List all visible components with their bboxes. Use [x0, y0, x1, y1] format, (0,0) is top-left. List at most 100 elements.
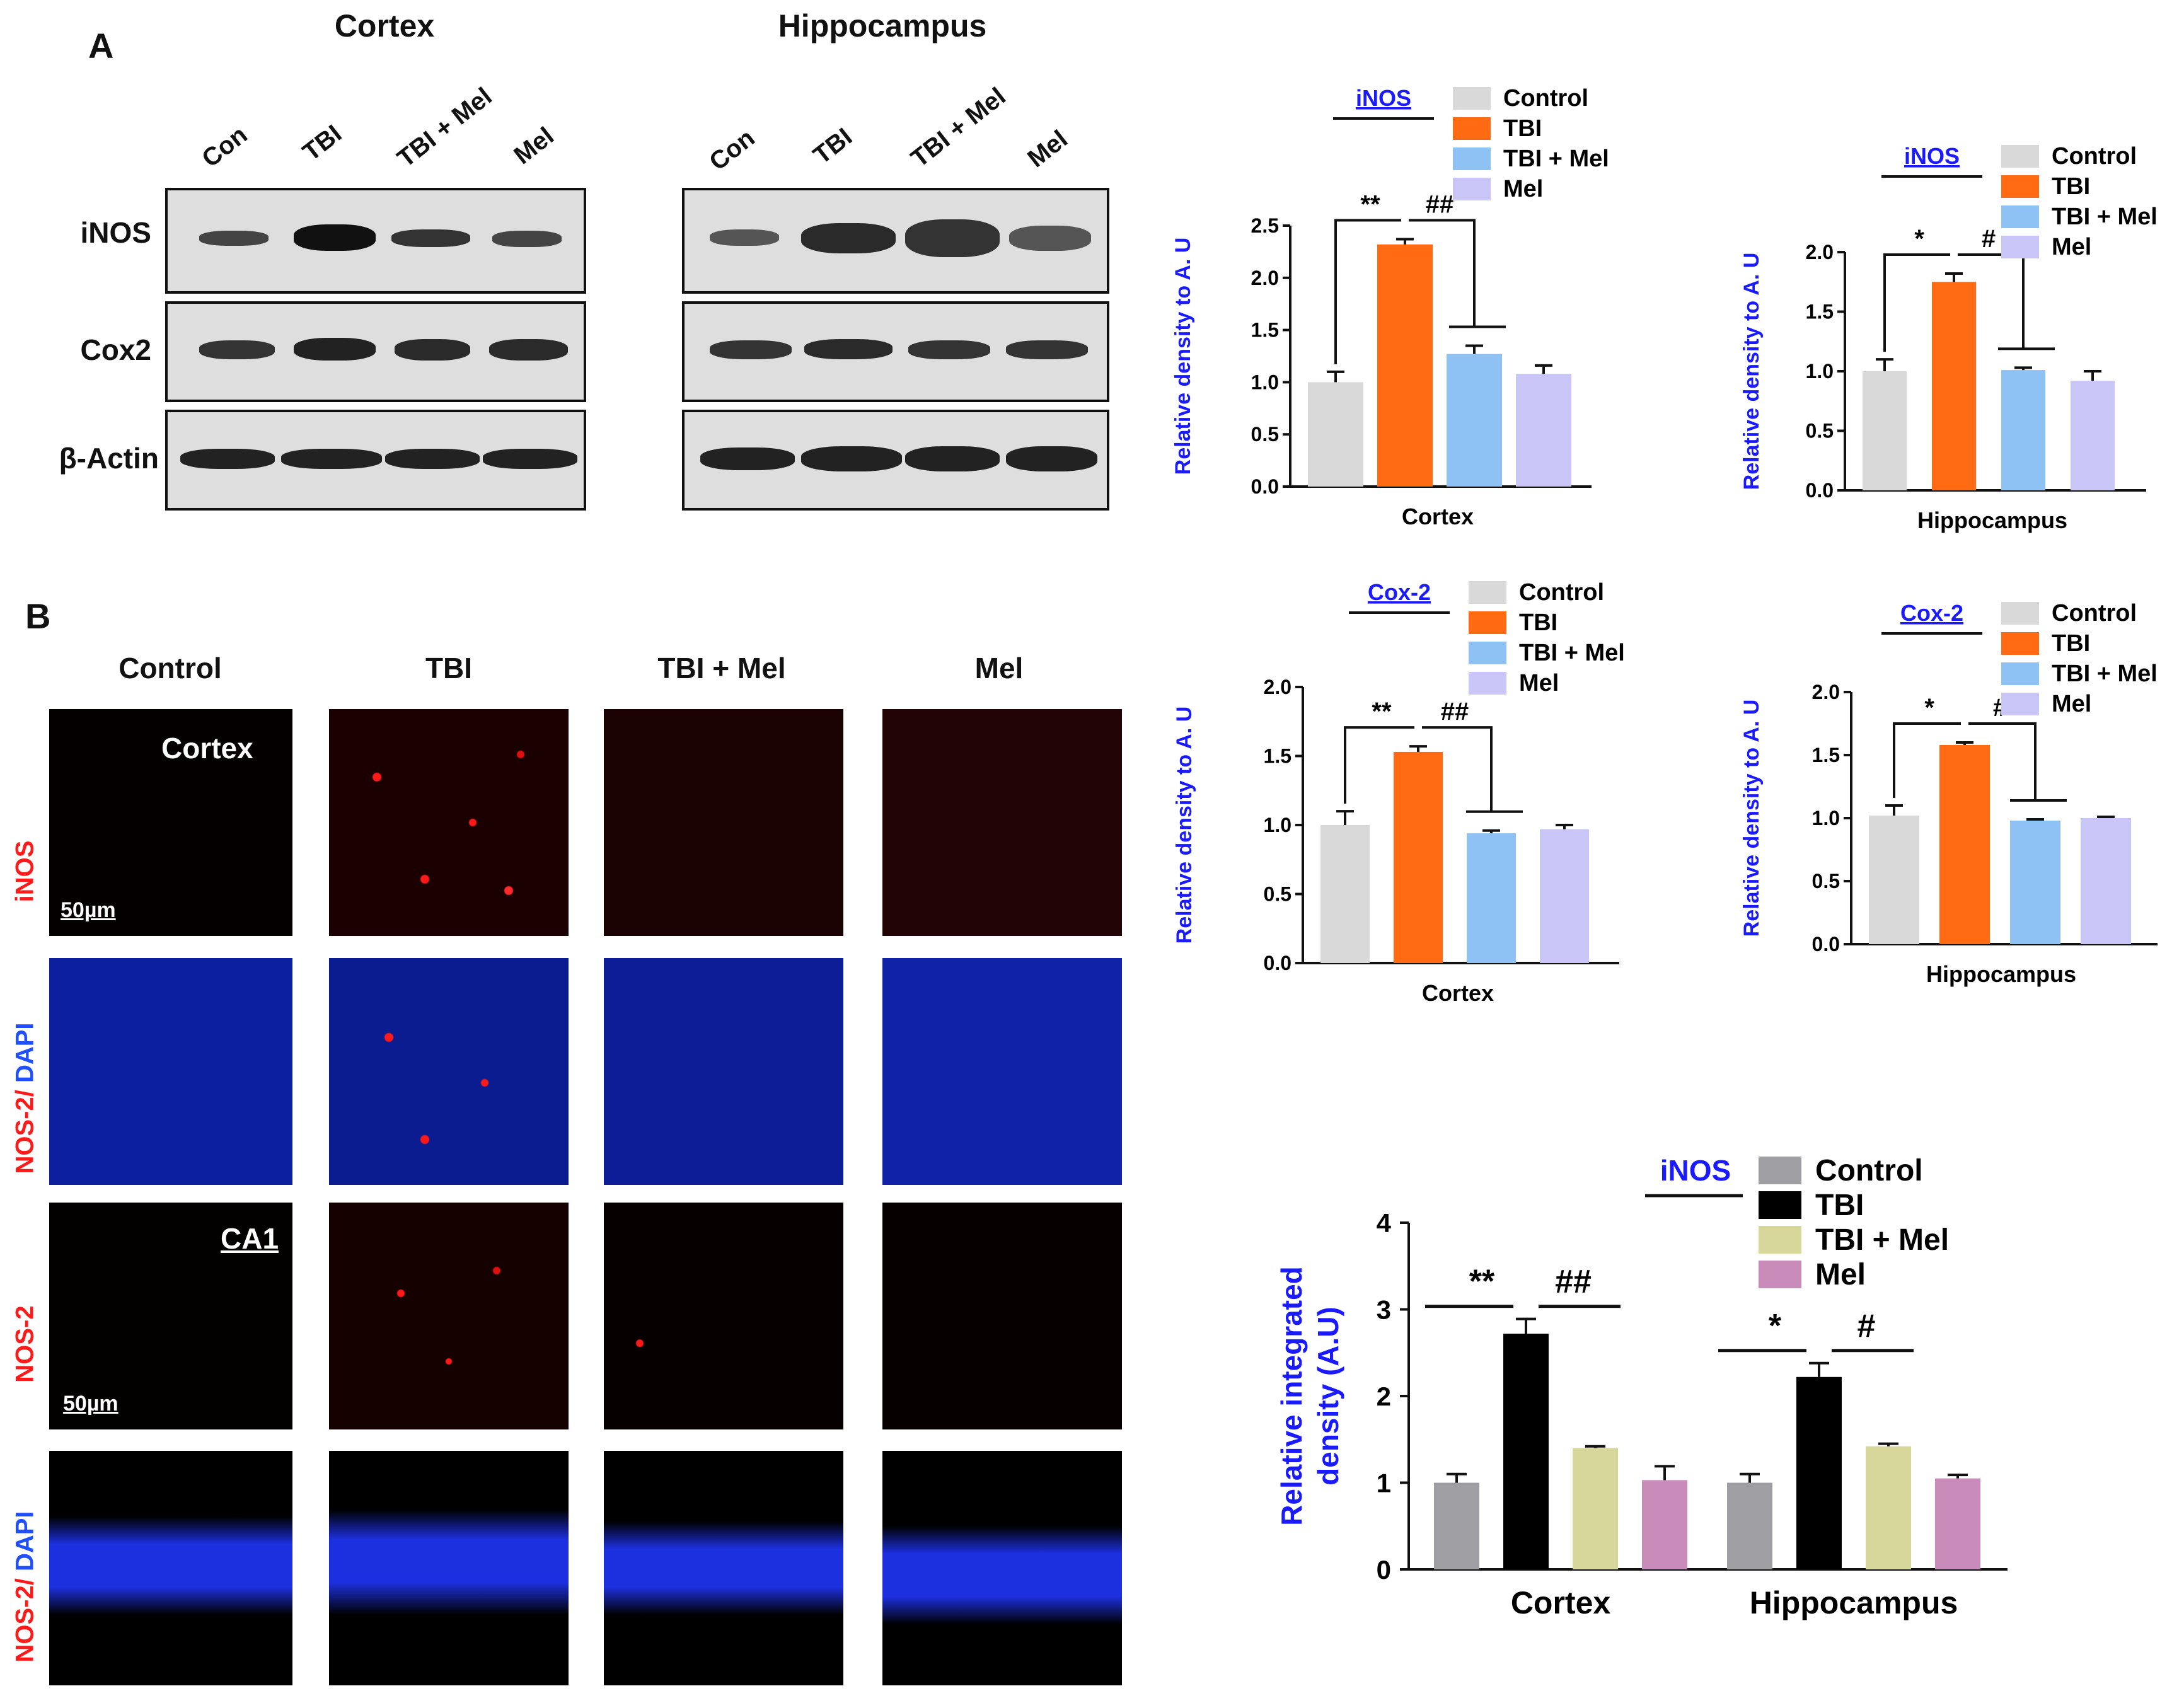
significance-mark: ##: [1441, 698, 1469, 725]
chart-cox2-hippocampus: 0.0 0.5 1.0 1.5 2.0 Relative density to A. U H…: [1740, 600, 2158, 987]
micro-tile-r4-control: [49, 1451, 292, 1685]
y-tick-label: 1.5: [1264, 745, 1291, 768]
y-tick-label: 3: [1377, 1295, 1391, 1325]
legend-title: iNOS: [1356, 85, 1411, 111]
y-tick-label: 2.0: [1264, 676, 1291, 698]
legend-swatch: [1469, 581, 1506, 604]
bar-mel: [2081, 818, 2131, 944]
micro-tile-r4-tbimel: [604, 1451, 843, 1685]
blot-row-label-inos: iNOS: [80, 216, 151, 249]
micro-tile-r4-mel: [882, 1451, 1122, 1685]
legend-title: iNOS: [1660, 1154, 1731, 1187]
legend-label: TBI: [1503, 115, 1542, 142]
panel-a-letter: A: [88, 26, 114, 66]
significance-bracket: [1334, 219, 1401, 364]
legend-title: Cox-2: [1900, 600, 1963, 626]
y-axis-label: Relative density to A. U: [1172, 707, 1196, 944]
micro-tile-r2-tbi: [329, 958, 569, 1185]
scale-bar: 50µm: [63, 1392, 118, 1416]
blot-cortex-cox2: [165, 301, 586, 402]
band: [700, 447, 795, 470]
y-axis-label: Relative density to A. U: [1740, 253, 1764, 490]
micro-tile-r3-tbimel: [604, 1203, 843, 1429]
x-category-label: Cortex: [1511, 1585, 1611, 1620]
bar-tbi: [1377, 244, 1433, 487]
y-tick-label: 2.0: [1806, 241, 1834, 263]
micro-tile-r2-control: [49, 958, 292, 1185]
significance-bracket: [1409, 219, 1476, 327]
y-tick-label: 1.5: [1251, 319, 1279, 342]
blot-hippo-cox2: [682, 301, 1109, 402]
significance-mark: *: [1924, 694, 1934, 722]
blot-cortex-inos: [165, 188, 586, 294]
legend-swatch: [1453, 178, 1491, 200]
bar-control: [1869, 816, 1919, 944]
hippocampus-blot-title: Hippocampus: [778, 8, 987, 43]
significance-mark: *: [1914, 225, 1924, 253]
bar-control-cortex: [1434, 1482, 1479, 1569]
significance-mark: **: [1469, 1264, 1495, 1300]
legend-swatch: [2001, 145, 2039, 168]
bar-tbi-hippocampus: [1796, 1377, 1842, 1569]
legend-swatch: [2001, 693, 2039, 715]
micro-tile-r2-mel: [882, 958, 1122, 1185]
micro-tile-r3-mel: [882, 1203, 1122, 1429]
micro-tile-r3-control: CA1 50µm: [49, 1203, 292, 1429]
significance-bracket: [1883, 253, 1950, 352]
y-tick-label: 1.0: [1251, 371, 1279, 393]
significance-mark: *: [1769, 1308, 1782, 1344]
band: [180, 449, 275, 469]
y-tick-label: 2.0: [1812, 681, 1840, 703]
legend-label: TBI: [2052, 173, 2090, 200]
legend-swatch: [2001, 236, 2039, 258]
legend-label: Mel: [1519, 670, 1559, 696]
significance-bracket: [1893, 722, 1961, 798]
band: [905, 219, 1000, 257]
band: [385, 449, 480, 469]
legend-swatch: [2001, 602, 2039, 625]
bar-control: [1320, 825, 1370, 963]
bar-tbi: [1939, 745, 1990, 944]
bar-tbi-mel: [1447, 354, 1502, 487]
bar-tbi-mel: [2001, 370, 2045, 490]
legend-label: TBI + Mel: [1519, 640, 1625, 666]
blot-cortex-actin: [165, 410, 586, 511]
band: [908, 340, 990, 359]
y-axis-label: Relative integrated density (A.U): [1275, 1266, 1344, 1526]
legend-label: TBI + Mel: [2052, 661, 2158, 687]
legend-label: TBI: [1815, 1189, 1864, 1222]
y-tick-label: 0.0: [1806, 479, 1834, 502]
x-axis-label: Hippocampus: [1926, 961, 2076, 987]
panel-b-letter: B: [25, 596, 51, 636]
band: [801, 223, 896, 253]
y-axis-label: Relative density to A. U: [1171, 238, 1195, 475]
cortex-blot-title: Cortex: [334, 8, 435, 43]
y-tick-label: 1.5: [1806, 301, 1834, 323]
band: [1006, 446, 1097, 471]
band: [710, 229, 779, 246]
blot-hippo-actin: [682, 410, 1109, 511]
bar-tbi: [1932, 282, 1976, 490]
y-axis-label-line: Relative integrated: [1275, 1266, 1308, 1526]
micro-tile-r1-tbimel: [604, 709, 843, 936]
legend-label: Mel: [2052, 691, 2091, 717]
bar-mel: [1516, 374, 1571, 487]
legend-swatch: [1453, 147, 1491, 170]
legend-label: Control: [2052, 143, 2137, 170]
y-tick-label: 1.5: [1812, 744, 1840, 766]
bar-tbi-mel-hippocampus: [1866, 1446, 1911, 1569]
y-tick-label: 2: [1377, 1382, 1391, 1411]
band: [804, 339, 893, 359]
y-tick-label: 0.5: [1806, 420, 1834, 442]
band: [281, 449, 382, 469]
band: [1009, 226, 1091, 251]
y-tick-label: 0.0: [1264, 952, 1291, 974]
significance-mark: #: [1858, 1308, 1876, 1344]
y-tick-label: 0.5: [1264, 883, 1291, 906]
micro-col-tbi: TBI: [425, 652, 473, 684]
legend-label: Mel: [1503, 176, 1543, 202]
legend-swatch: [1469, 611, 1506, 634]
y-tick-label: 1.0: [1806, 360, 1834, 383]
region-label-cortex: Cortex: [161, 732, 253, 765]
y-tick-label: 0.5: [1251, 423, 1279, 446]
